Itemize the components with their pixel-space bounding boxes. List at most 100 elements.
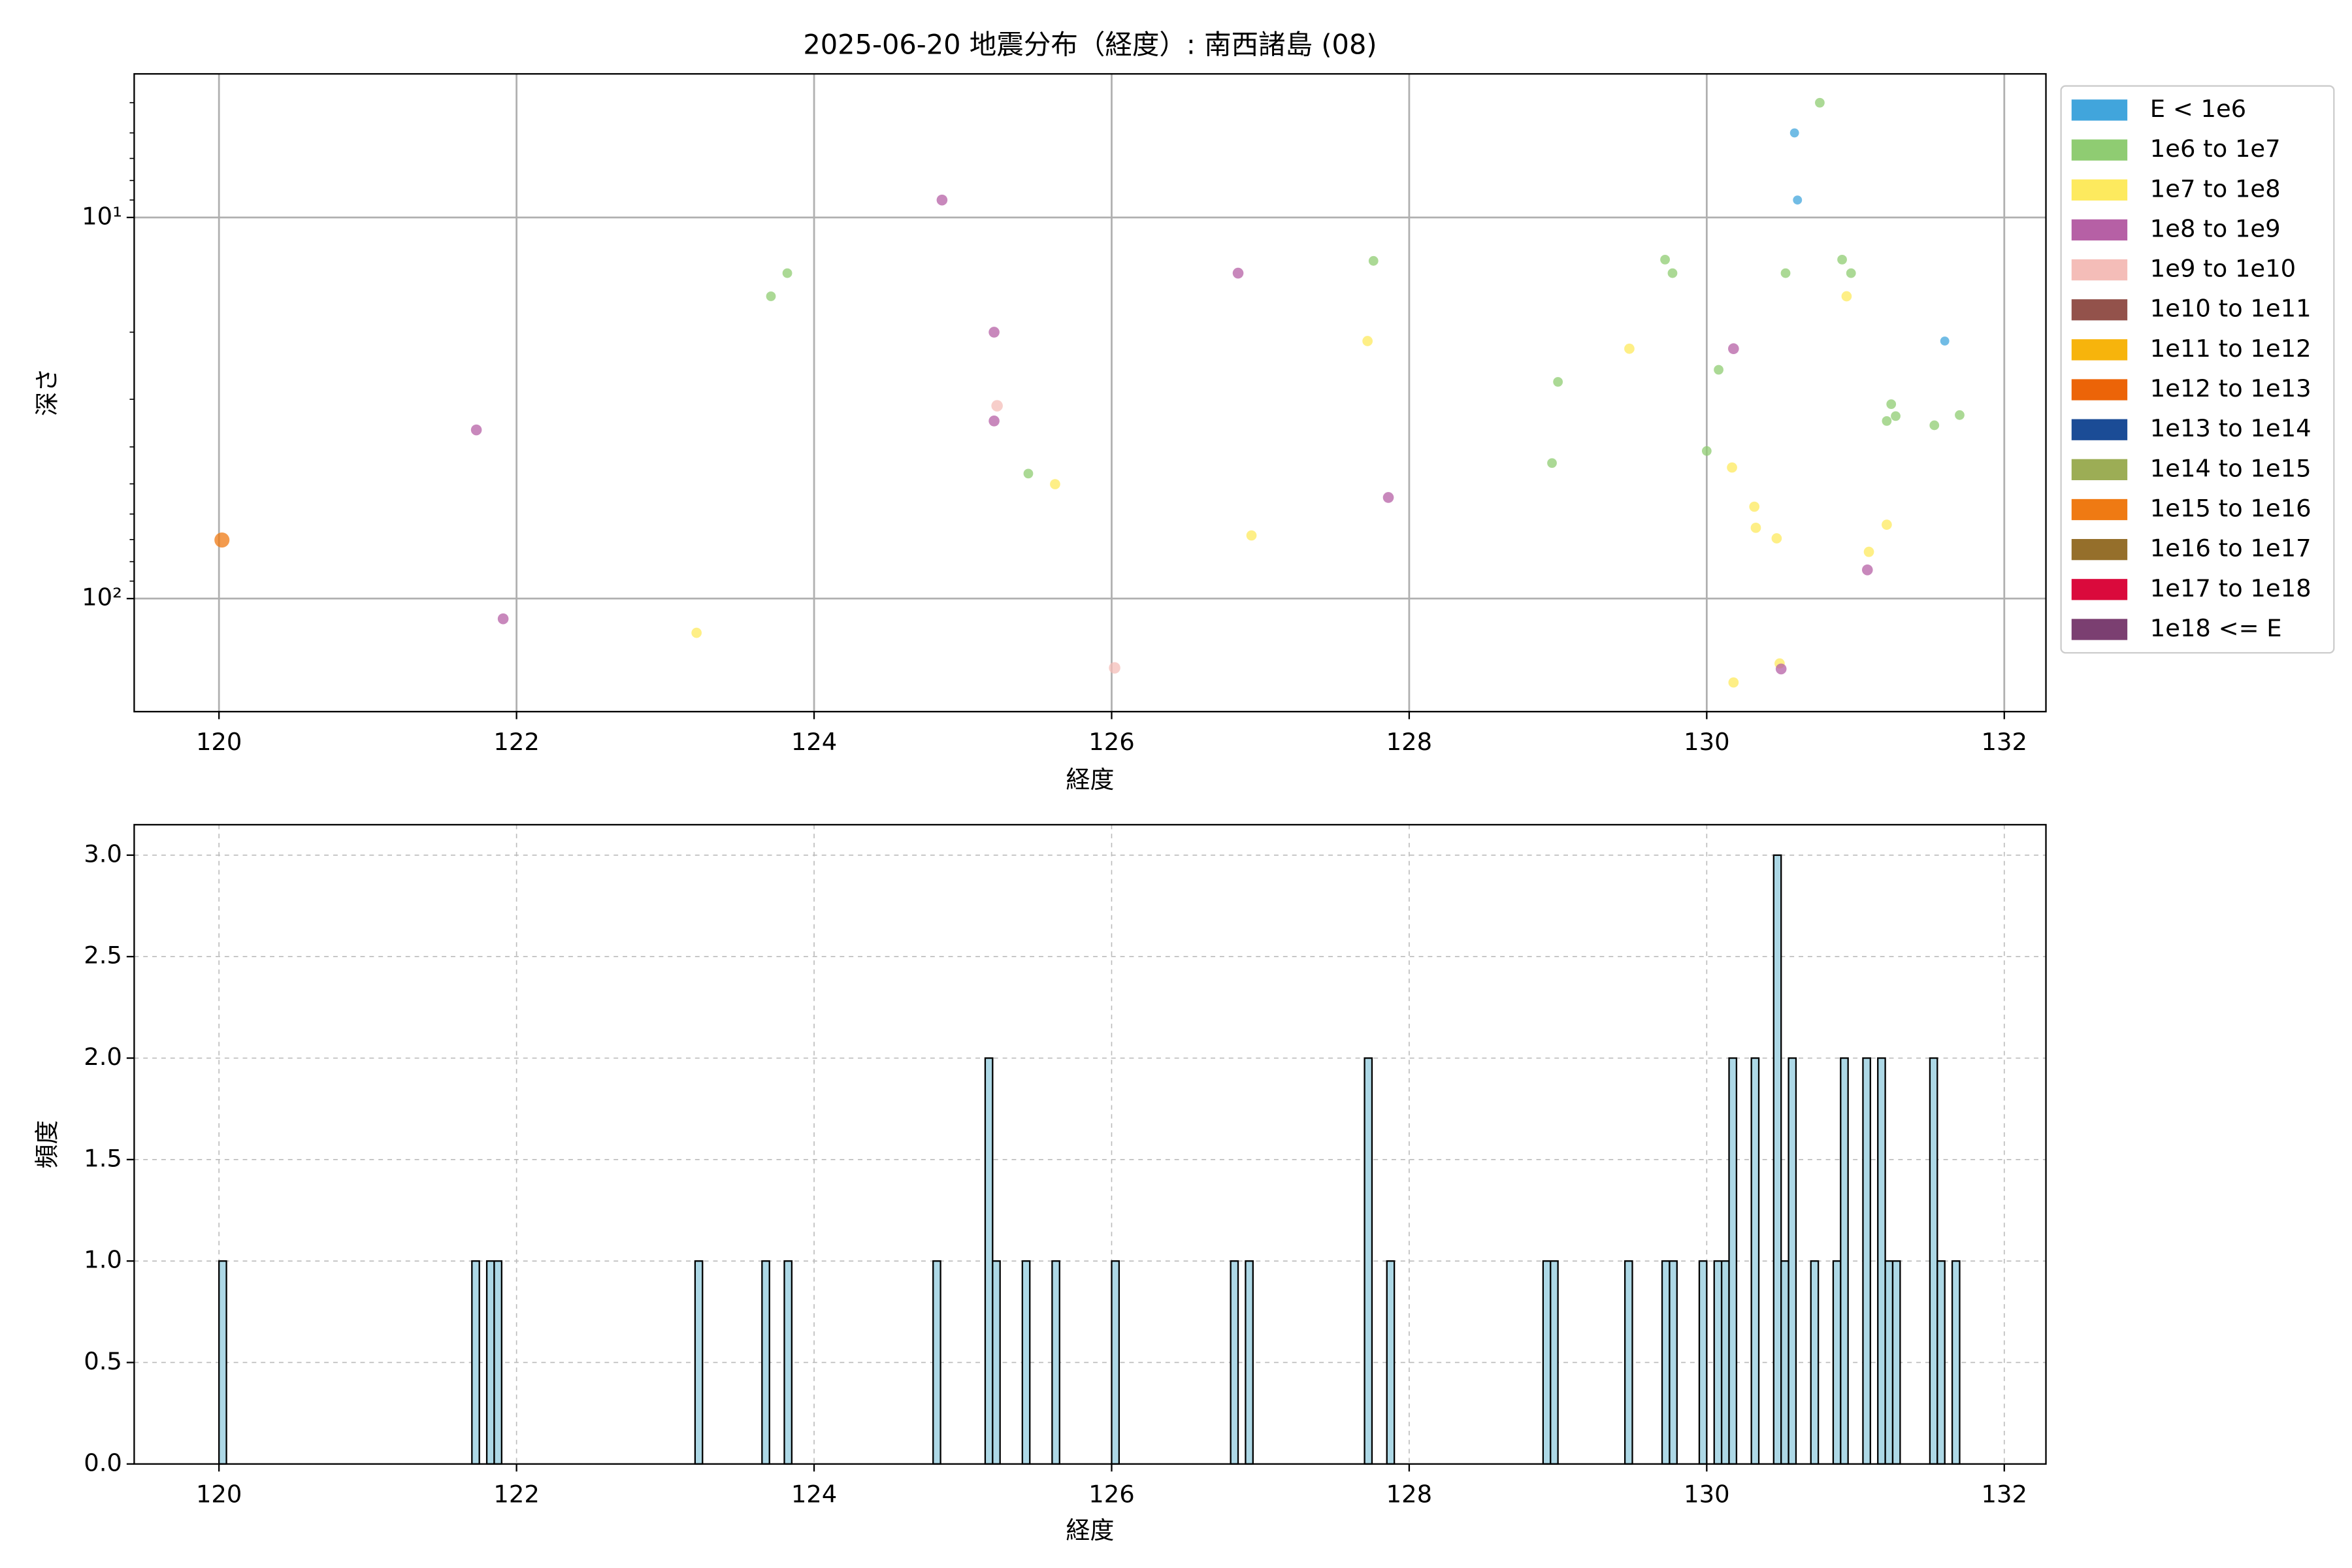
point: [1793, 195, 1803, 205]
point: [988, 327, 1000, 338]
y-tick-label: 0.0: [84, 1448, 122, 1477]
legend-label: 1e18 <= E: [2150, 614, 2282, 642]
legend-label: 1e17 to 1e18: [2150, 574, 2311, 602]
bar: [1245, 1260, 1254, 1465]
point: [988, 416, 1000, 427]
point: [1749, 501, 1760, 512]
point: [1553, 377, 1563, 387]
bar: [1840, 1057, 1849, 1465]
point: [1775, 663, 1787, 675]
bar: [1720, 1260, 1730, 1465]
legend-swatch: [2071, 139, 2128, 161]
bar: [471, 1260, 480, 1465]
legend-swatch: [2071, 259, 2128, 281]
point: [1050, 479, 1060, 489]
bar: [1929, 1057, 1938, 1465]
legend-swatch: [2071, 579, 2128, 600]
legend-label: 1e16 to 1e17: [2150, 534, 2311, 563]
point: [1837, 254, 1847, 265]
bar: [992, 1260, 1001, 1465]
legend-label: E < 1e6: [2150, 95, 2246, 123]
bar: [1230, 1260, 1239, 1465]
point: [1861, 564, 1873, 576]
point: [1362, 336, 1373, 346]
y-tick-label: 2.5: [84, 941, 122, 970]
legend-swatch: [2071, 459, 2128, 480]
y-axis-label: 深さ: [33, 368, 61, 416]
bar: [1810, 1260, 1820, 1465]
legend-swatch: [2071, 539, 2128, 561]
bar: [1364, 1057, 1373, 1465]
point: [1846, 268, 1856, 278]
point: [991, 400, 1003, 412]
point: [1382, 492, 1394, 503]
y-tick-label: 2.0: [84, 1043, 122, 1071]
x-axis-label: 経度: [1066, 766, 1115, 794]
point: [1815, 97, 1825, 108]
bar: [1862, 1057, 1871, 1465]
point: [1841, 291, 1852, 302]
x-tick-label: 120: [196, 1480, 242, 1509]
legend-swatch: [2071, 219, 2128, 241]
point: [1886, 399, 1897, 410]
bar: [694, 1260, 704, 1465]
bar: [1877, 1057, 1886, 1465]
bar: [932, 1260, 941, 1465]
point: [497, 613, 509, 625]
point: [1863, 546, 1874, 557]
bar: [1021, 1260, 1031, 1465]
bar: [761, 1260, 770, 1465]
point: [1750, 522, 1761, 533]
bar: [1951, 1260, 1961, 1465]
legend-swatch: [2071, 299, 2128, 321]
legend-swatch: [2071, 379, 2128, 400]
point: [1789, 128, 1799, 138]
bar: [984, 1057, 994, 1465]
bar: [1772, 854, 1782, 1465]
legend-label: 1e12 to 1e13: [2150, 374, 2311, 402]
y-tick-label: 1.0: [84, 1246, 122, 1274]
point: [1940, 336, 1950, 346]
x-tick-label: 132: [1982, 728, 2027, 756]
bar: [1780, 1260, 1789, 1465]
bar: [1542, 1260, 1552, 1465]
bar: [1698, 1260, 1708, 1465]
plot-frame: [133, 73, 2047, 713]
x-axis-label: 経度: [1066, 1516, 1115, 1544]
point: [1246, 530, 1257, 541]
legend-label: 1e13 to 1e14: [2150, 414, 2311, 442]
x-tick-label: 124: [791, 1480, 837, 1509]
y-tick-label: 1.5: [84, 1144, 122, 1172]
x-tick-label: 128: [1386, 728, 1432, 756]
point: [214, 532, 230, 548]
x-tick-label: 130: [1684, 1480, 1729, 1509]
x-tick-label: 120: [196, 728, 242, 756]
legend-label: 1e14 to 1e15: [2150, 454, 2311, 482]
y-tick-label: 3.0: [84, 840, 122, 868]
point: [1547, 458, 1557, 468]
point: [1955, 410, 1965, 420]
point: [1780, 268, 1791, 278]
x-tick-label: 122: [493, 1480, 539, 1509]
point: [1023, 468, 1034, 479]
bar: [783, 1260, 793, 1465]
point: [1728, 343, 1739, 355]
bar: [1750, 1057, 1760, 1465]
x-tick-label: 126: [1088, 728, 1134, 756]
point: [691, 627, 702, 638]
bar: [493, 1260, 502, 1465]
point: [1882, 416, 1892, 426]
bar: [1884, 1260, 1894, 1465]
legend-label: 1e10 to 1e11: [2150, 295, 2311, 323]
point: [1701, 446, 1712, 456]
bar: [1728, 1057, 1738, 1465]
legend-label: 1e9 to 1e10: [2150, 255, 2296, 283]
bar: [1550, 1260, 1559, 1465]
x-tick-label: 122: [493, 728, 539, 756]
point: [1771, 533, 1782, 544]
legend-label: 1e11 to 1e12: [2150, 335, 2311, 363]
point: [1660, 254, 1670, 265]
point: [470, 424, 482, 436]
bar: [1669, 1260, 1678, 1465]
